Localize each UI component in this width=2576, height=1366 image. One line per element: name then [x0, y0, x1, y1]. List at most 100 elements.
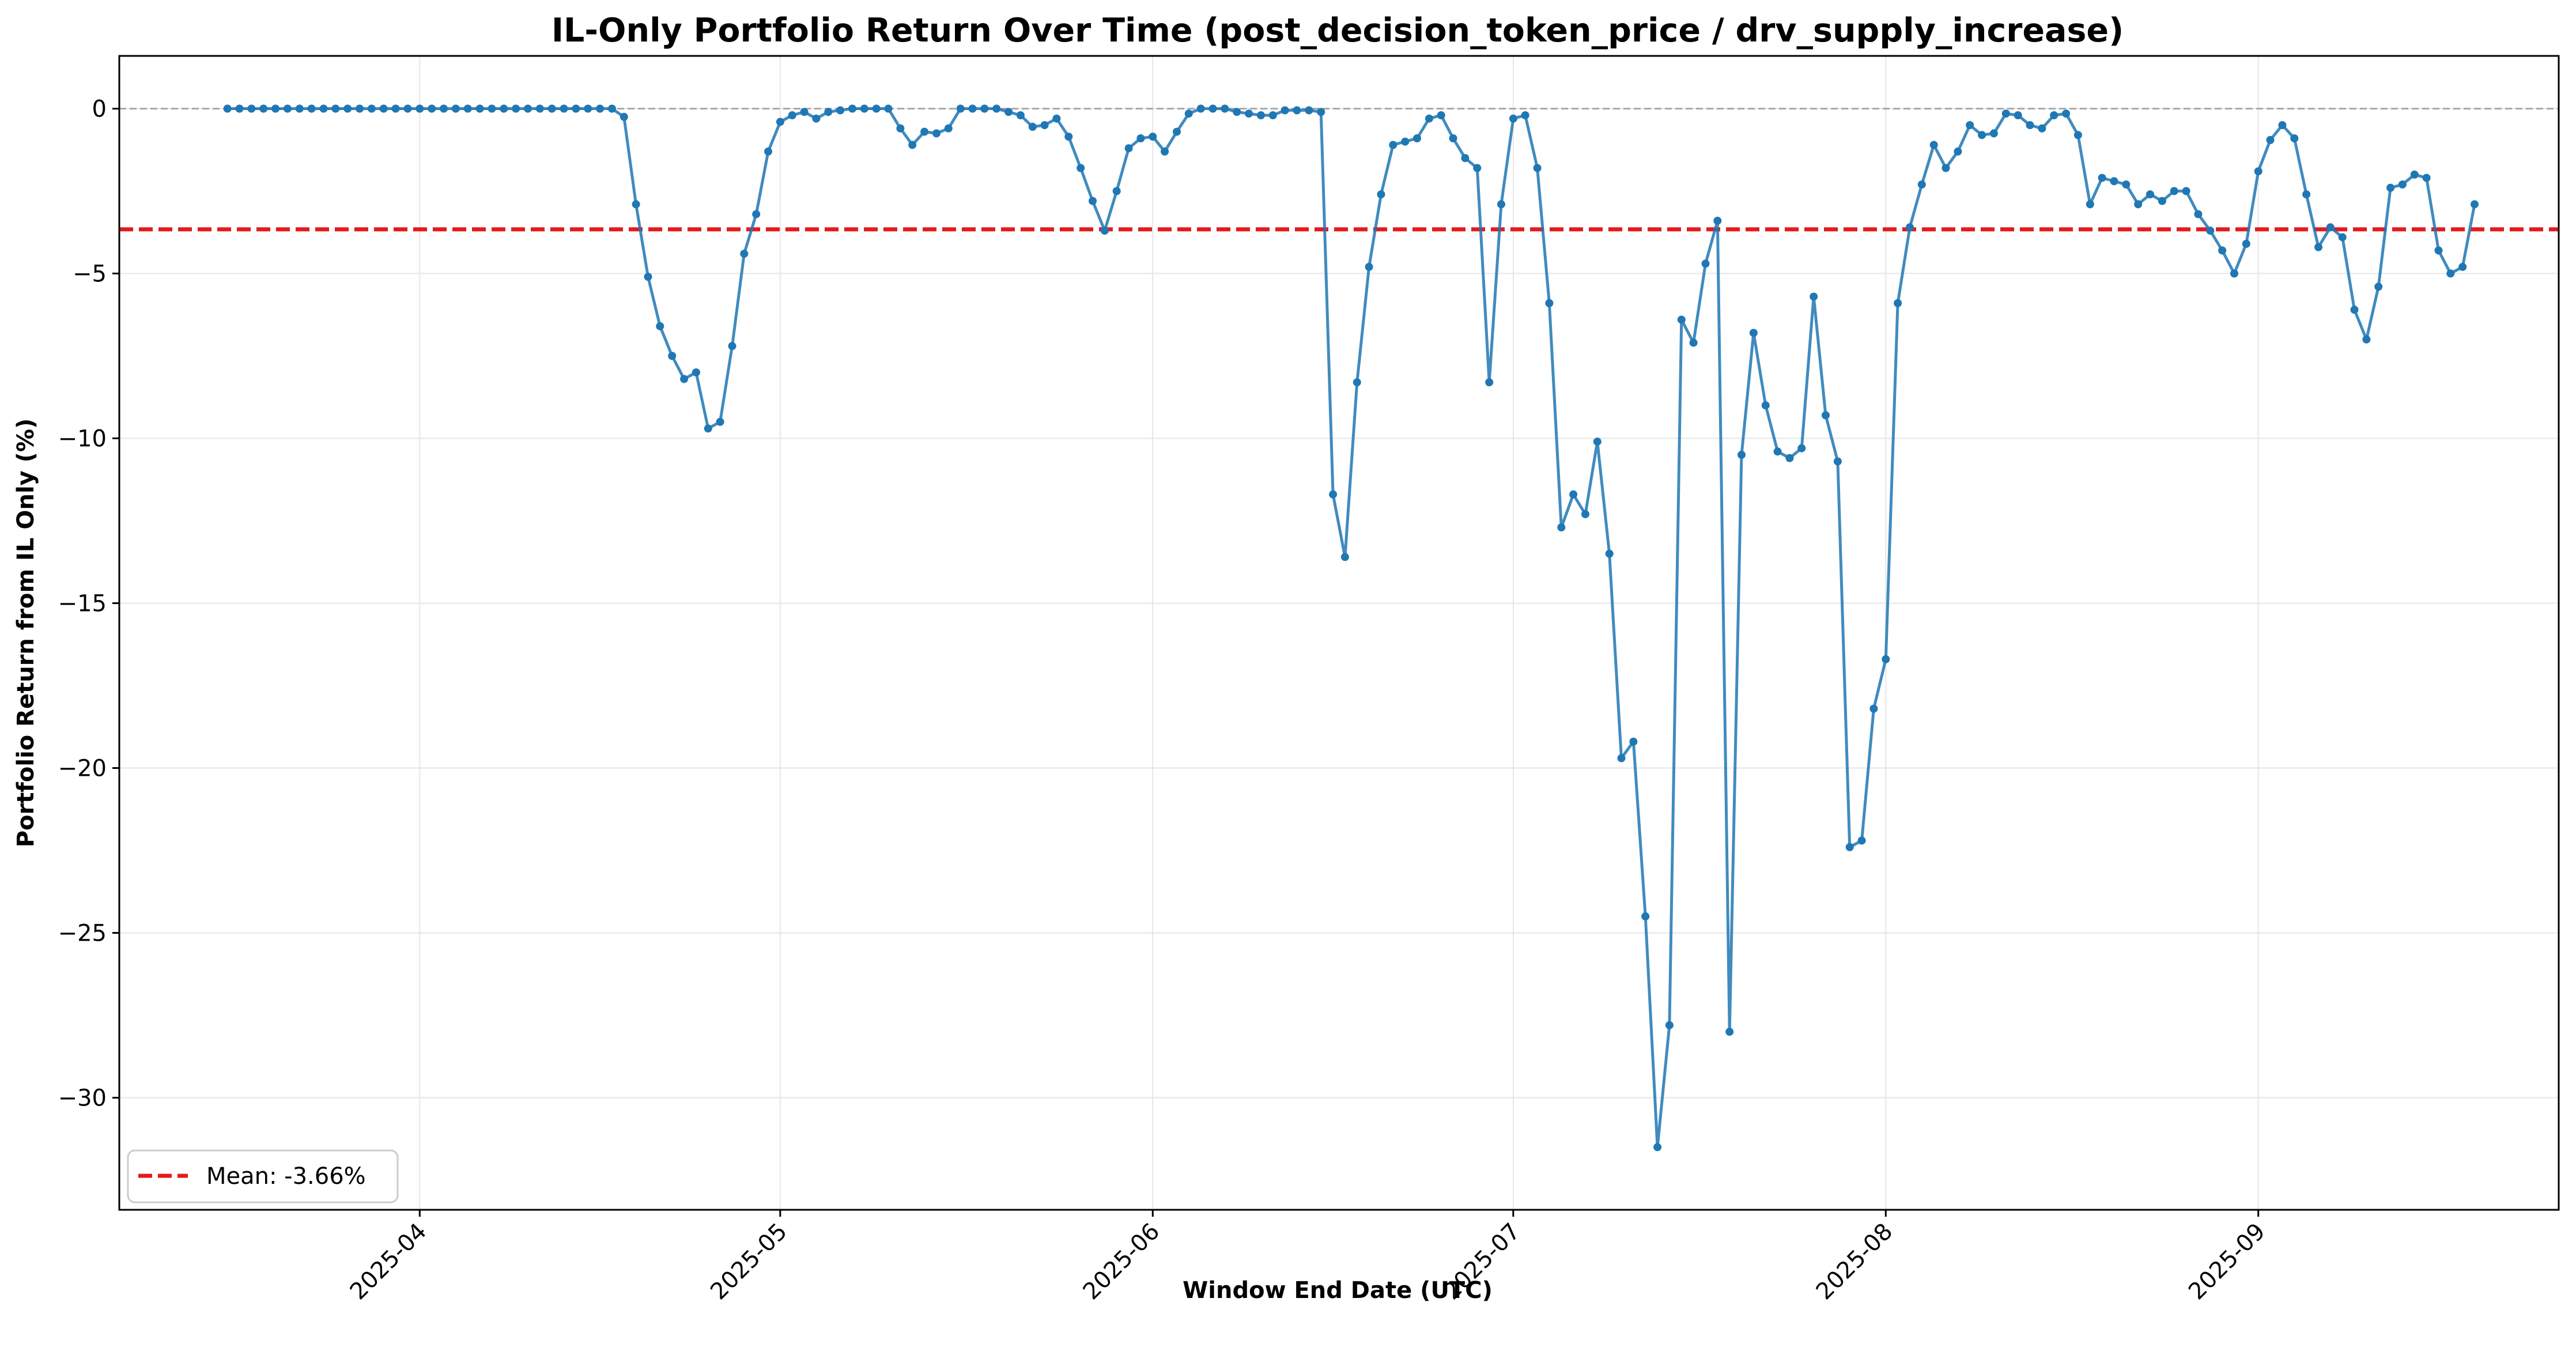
data-point [1845, 843, 1854, 851]
data-point [416, 104, 424, 113]
data-point [1425, 114, 1433, 123]
y-tick-label: −30 [58, 1085, 107, 1112]
data-point [632, 200, 640, 209]
data-point [1485, 378, 1494, 387]
data-point [307, 104, 316, 113]
data-point [1533, 164, 1542, 172]
grid [119, 56, 2559, 1210]
data-point [488, 104, 496, 113]
data-point [1293, 106, 1301, 115]
data-point [2326, 223, 2335, 232]
data-point [1713, 217, 1722, 225]
data-point [1593, 437, 1601, 446]
data-point [2050, 111, 2058, 119]
data-point [740, 250, 749, 258]
data-point [2038, 124, 2046, 133]
data-point [596, 104, 605, 113]
data-point [1089, 197, 1097, 205]
data-point [2134, 200, 2143, 209]
data-point [2290, 134, 2299, 142]
data-point [2062, 110, 2071, 118]
data-point [1557, 523, 1566, 531]
data-point [1268, 111, 1277, 119]
data-point [2218, 246, 2227, 255]
data-point [607, 104, 616, 113]
data-point [2362, 335, 2371, 344]
data-point [1653, 1143, 1662, 1152]
data-point [512, 104, 520, 113]
data-point [752, 210, 761, 218]
data-point [1064, 133, 1073, 141]
data-point [2242, 240, 2250, 248]
y-tick-label: −25 [58, 920, 107, 947]
data-point [2434, 246, 2443, 255]
data-point [1245, 110, 1253, 118]
data-point [1353, 378, 1361, 387]
legend-mean-label: Mean: -3.66% [206, 1163, 366, 1190]
data-point [1401, 137, 1410, 146]
data-point [1749, 329, 1758, 337]
data-point [2458, 263, 2467, 271]
data-point [535, 104, 544, 113]
data-point [247, 104, 256, 113]
data-point [1545, 299, 1554, 307]
data-point [1173, 127, 1181, 136]
data-point [692, 368, 700, 377]
data-point [728, 342, 736, 350]
data-point [1281, 106, 1289, 115]
data-point [848, 104, 856, 113]
data-point [2001, 110, 2010, 118]
data-point [1305, 106, 1313, 115]
data-point [812, 114, 821, 123]
data-point [1822, 411, 1830, 420]
data-point [1810, 292, 1818, 301]
data-point [319, 104, 328, 113]
data-point [1124, 144, 1133, 153]
data-point [356, 104, 364, 113]
data-point [1340, 553, 1349, 561]
data-point [1954, 147, 1962, 156]
data-point [2110, 177, 2118, 186]
data-point [1689, 338, 1698, 347]
data-point [1028, 123, 1037, 131]
data-point [331, 104, 340, 113]
data-point [2194, 210, 2203, 218]
y-tick-label: −5 [73, 261, 107, 288]
data-point [524, 104, 532, 113]
data-point [1761, 401, 1770, 410]
data-point [463, 104, 472, 113]
data-point [223, 104, 232, 113]
y-tick-label: −15 [58, 591, 107, 617]
data-point [1665, 1021, 1674, 1029]
data-point [1449, 134, 1457, 142]
data-point [295, 104, 304, 113]
data-point [836, 106, 845, 115]
data-point [620, 112, 628, 121]
data-point [2350, 305, 2359, 314]
y-tick-label: −10 [58, 426, 107, 452]
data-point [1461, 154, 1470, 163]
data-point [980, 104, 989, 113]
data-point [1233, 108, 1241, 116]
data-point [1857, 836, 1866, 845]
data-point [391, 104, 400, 113]
data-point [788, 111, 796, 119]
data-point [1785, 454, 1794, 462]
legend-box [127, 1149, 399, 1203]
data-point [1136, 134, 1145, 142]
plot-frame [118, 55, 2560, 1211]
data-point [1989, 129, 1998, 138]
data-point [1917, 180, 1926, 189]
data-point [2314, 243, 2322, 251]
data-point [2086, 200, 2094, 209]
data-point [800, 108, 809, 116]
data-point [1581, 510, 1589, 519]
y-tick-label: −20 [58, 756, 107, 782]
data-point [932, 129, 940, 138]
data-point [2386, 183, 2395, 192]
data-point [920, 127, 929, 136]
data-point [1797, 444, 1806, 452]
data-point [1569, 490, 1578, 499]
data-point [1184, 110, 1193, 118]
data-point [2302, 190, 2311, 199]
